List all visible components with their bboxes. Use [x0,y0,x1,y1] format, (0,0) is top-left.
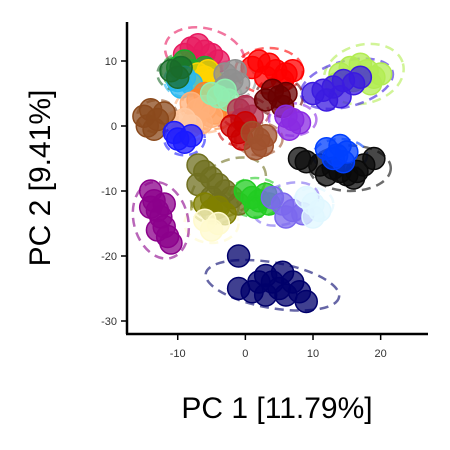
data-point [277,117,302,141]
data-point [142,117,166,141]
group-ellipse [252,181,320,227]
group-ellipse [291,186,335,222]
data-point [362,146,386,171]
data-point [169,55,193,80]
data-point [152,192,176,216]
data-point [328,133,352,158]
data-point [270,260,295,284]
data-point [348,65,373,89]
y-axis-label: PC 2 [9.41%] [24,90,57,267]
y-tick-label: 10 [105,56,117,68]
y-tick-label: -20 [101,251,117,263]
data-point [223,59,247,83]
y-tick-label: 0 [111,121,117,133]
data-point [206,211,231,236]
data-point [186,172,210,197]
data-point [243,137,268,161]
data-point [162,120,187,145]
data-point [274,205,298,229]
group-ellipse [162,121,207,157]
x-tick-label: 20 [375,348,387,360]
y-tick-label: -30 [101,316,117,328]
x-tick-label: 10 [307,348,319,360]
y-tick-label: -10 [101,186,117,198]
data-point [294,289,318,314]
x-tick-label: 0 [242,348,248,360]
data-point [328,85,352,109]
data-point [301,205,325,229]
data-point [226,244,251,268]
x-tick-label: -10 [170,348,186,360]
x-axis-label: PC 1 [11.79%] [181,392,372,425]
axes: -10 0 10 20 -30 -20 -10 0 10 [101,22,428,360]
data-point [253,283,278,307]
data-points [132,33,393,314]
data-point [145,218,170,242]
